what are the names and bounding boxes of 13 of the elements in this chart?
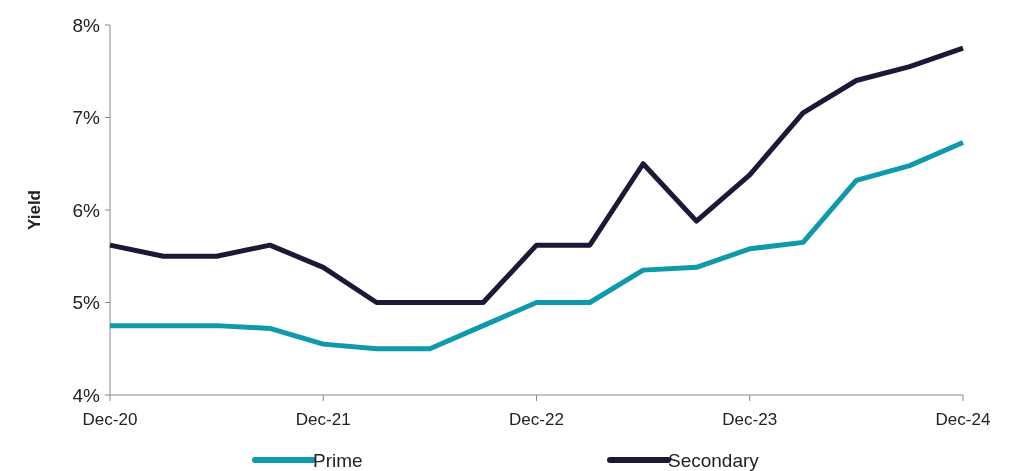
y-tick-label: 4% <box>72 384 101 406</box>
y-tick-label: 8% <box>72 14 101 36</box>
x-tick-label: Dec-23 <box>722 410 778 429</box>
legend-label: Prime <box>313 449 363 471</box>
y-tick-label: 5% <box>72 292 101 314</box>
y-tick-label: 7% <box>72 107 101 129</box>
y-tick-label: 6% <box>72 199 101 221</box>
x-tick-label: Dec-20 <box>82 410 138 429</box>
x-tick-label: Dec-24 <box>935 410 991 429</box>
x-tick-label: Dec-22 <box>509 410 564 429</box>
legend-label: Secondary <box>668 449 760 471</box>
x-tick-label: Dec-21 <box>295 410 351 429</box>
y-axis-title: Yield <box>25 190 44 230</box>
